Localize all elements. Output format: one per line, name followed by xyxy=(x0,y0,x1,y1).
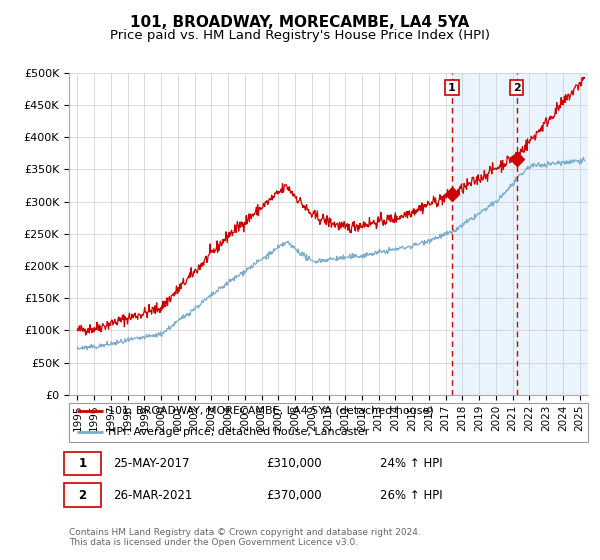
Text: 26% ↑ HPI: 26% ↑ HPI xyxy=(380,488,443,502)
Text: 101, BROADWAY, MORECAMBE, LA4 5YA (detached house): 101, BROADWAY, MORECAMBE, LA4 5YA (detac… xyxy=(108,406,434,416)
Text: 101, BROADWAY, MORECAMBE, LA4 5YA: 101, BROADWAY, MORECAMBE, LA4 5YA xyxy=(130,15,470,30)
FancyBboxPatch shape xyxy=(64,452,101,475)
Text: £310,000: £310,000 xyxy=(266,457,322,470)
Text: 26-MAR-2021: 26-MAR-2021 xyxy=(113,488,193,502)
Text: £370,000: £370,000 xyxy=(266,488,322,502)
Text: Contains HM Land Registry data © Crown copyright and database right 2024.
This d: Contains HM Land Registry data © Crown c… xyxy=(69,528,421,547)
FancyBboxPatch shape xyxy=(64,483,101,507)
Text: 2: 2 xyxy=(512,83,520,92)
Bar xyxy=(452,73,517,395)
Text: 1: 1 xyxy=(448,83,456,92)
Text: Price paid vs. HM Land Registry's House Price Index (HPI): Price paid vs. HM Land Registry's House … xyxy=(110,29,490,43)
Text: HPI: Average price, detached house, Lancaster: HPI: Average price, detached house, Lanc… xyxy=(108,427,369,437)
Text: 1: 1 xyxy=(79,457,86,470)
Text: 24% ↑ HPI: 24% ↑ HPI xyxy=(380,457,443,470)
Text: 25-MAY-2017: 25-MAY-2017 xyxy=(113,457,190,470)
Bar xyxy=(517,73,596,395)
Text: 2: 2 xyxy=(79,488,86,502)
